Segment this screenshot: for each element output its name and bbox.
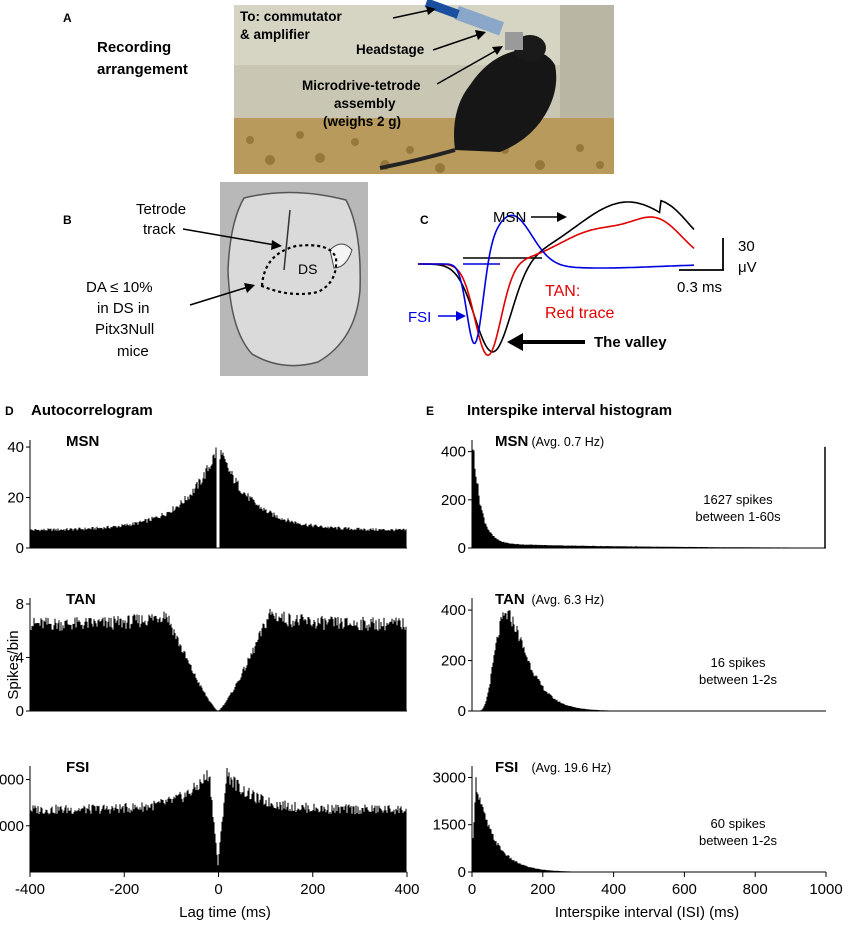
da-label-line4: mice — [117, 343, 149, 360]
commutator-label-line2: & amplifier — [240, 27, 311, 42]
fsi-trace — [418, 214, 694, 345]
x-tick-label: 1000 — [809, 881, 842, 898]
autocorrelogram-y-axis-label: Spikes/bin — [5, 630, 22, 699]
spike-count-note-line2: between 1-60s — [695, 509, 781, 524]
commutator-label-line1: To: commutator — [240, 9, 342, 24]
y-tick-label: 4 — [16, 650, 24, 667]
tan-waveform-label-line2: Red trace — [545, 305, 614, 322]
microdrive-label-line1: Microdrive-tetrode — [302, 78, 421, 93]
fsi-waveform-label: FSI — [408, 309, 431, 326]
ds-label: DS — [298, 261, 317, 277]
average-rate-label: (Avg. 6.3 Hz) — [532, 593, 605, 607]
y-tick-label: 20 — [7, 490, 24, 507]
x-tick-label: 400 — [394, 881, 419, 898]
panel-a-label-line2: arrangement — [97, 61, 188, 78]
spike-count-note-line1: 16 spikes — [711, 655, 766, 670]
microdrive-label-line3: (weighs 2 g) — [323, 114, 401, 129]
histogram-plots: 02040MSN048TAN20004000-400-2000200400FSI… — [0, 433, 843, 898]
average-rate-label: (Avg. 19.6 Hz) — [532, 761, 612, 775]
recording-photo — [234, 0, 614, 174]
histogram-bars — [472, 777, 615, 872]
y-tick-label: 1500 — [433, 817, 466, 834]
histogram-bars — [29, 608, 407, 711]
panel-a-letter: A — [63, 11, 72, 25]
headstage-label: Headstage — [356, 42, 425, 57]
y-tick-label: 200 — [441, 492, 466, 509]
y-tick-label: 200 — [441, 653, 466, 670]
y-tick-label: 0 — [458, 703, 466, 720]
x-tick-label: 0 — [468, 881, 476, 898]
valley-label: The valley — [594, 334, 667, 351]
x-tick-label: 200 — [530, 881, 555, 898]
average-rate-label: (Avg. 0.7 Hz) — [532, 435, 605, 449]
isi-x-axis-label: Interspike interval (ISI) (ms) — [555, 904, 739, 921]
y-tick-label: 8 — [16, 596, 24, 613]
e-msn-histogram: 0 200 400 MSN (Avg. 0.7 Hz) 1627 spikes betwee… — [441, 433, 826, 557]
da-label-line3: Pitx3Null — [95, 321, 154, 338]
series-label: FSI — [66, 759, 89, 776]
photo-annotations: To: commutator & amplifier Headstage Mic… — [240, 6, 503, 129]
panel-c-letter: C — [420, 213, 429, 227]
tan-trace — [418, 216, 695, 357]
microdrive-label-line2: assembly — [334, 96, 396, 111]
spike-count-note-line2: between 1-2s — [699, 672, 778, 687]
y-tick-label: 400 — [441, 444, 466, 461]
x-tick-label: -400 — [15, 881, 45, 898]
autocorrelogram-x-axis-label: Lag time (ms) — [179, 904, 271, 921]
x-tick-label: 600 — [672, 881, 697, 898]
msn-trace — [418, 199, 695, 353]
d-tan-histogram: 0 4 8 TAN — [16, 591, 407, 720]
y-tick-label: 40 — [7, 439, 24, 456]
y-tick-label: 4000 — [0, 772, 24, 789]
panel-e-letter: E — [426, 404, 434, 418]
panel-b-letter: B — [63, 213, 72, 227]
x-tick-label: 0 — [214, 881, 222, 898]
x-tick-label: -200 — [109, 881, 139, 898]
tetrode-label-line1: Tetrode — [136, 201, 186, 218]
scale-voltage-unit: μV — [738, 259, 757, 276]
y-tick-label: 0 — [16, 540, 24, 557]
panel-a-label-line1: Recording — [97, 39, 171, 56]
brain-section-photo — [220, 182, 368, 376]
series-label: FSI — [495, 759, 518, 776]
d-msn-histogram: 0 20 40 MSN — [7, 433, 407, 557]
tetrode-label-line2: track — [143, 221, 176, 238]
scale-voltage-value: 30 — [738, 238, 755, 255]
spike-count-note-line1: 1627 spikes — [703, 492, 773, 507]
histogram-bars — [29, 447, 407, 548]
e-fsi-histogram: 0 1500 3000 0 200 400 600 800 1000 FSI (Avg. 19.6 … — [433, 759, 843, 898]
spike-count-note-line1: 60 spikes — [711, 816, 766, 831]
scale-time-label: 0.3 ms — [677, 279, 722, 296]
isi-histogram-title: Interspike interval histogram — [467, 402, 672, 419]
scale-bar — [679, 238, 724, 271]
histogram-bars — [29, 768, 407, 872]
y-tick-label: 0 — [458, 864, 466, 881]
histogram-bars — [478, 610, 653, 711]
da-label-line1: DA ≤ 10% — [86, 279, 153, 296]
da-label-line2: in DS in — [97, 300, 150, 317]
series-label: MSN — [66, 433, 99, 450]
panel-d-letter: D — [5, 404, 14, 418]
x-tick-label: 400 — [601, 881, 626, 898]
autocorrelogram-title: Autocorrelogram — [31, 402, 153, 419]
tan-waveform-label-line1: TAN: — [545, 283, 580, 300]
y-tick-label: 3000 — [433, 769, 466, 786]
y-tick-label: 0 — [16, 703, 24, 720]
series-label: TAN — [66, 591, 96, 608]
spike-count-note-line2: between 1-2s — [699, 833, 778, 848]
y-tick-label: 0 — [458, 540, 466, 557]
y-tick-label: 400 — [441, 602, 466, 619]
series-label: MSN — [495, 433, 528, 450]
x-tick-label: 200 — [300, 881, 325, 898]
series-label: TAN — [495, 591, 525, 608]
e-tan-histogram: 0 200 400 TAN (Avg. 6.3 Hz) 16 spikes between … — [441, 591, 826, 720]
msn-waveform-label: MSN — [493, 209, 526, 226]
x-tick-label: 800 — [743, 881, 768, 898]
waveform-plot — [418, 199, 695, 357]
